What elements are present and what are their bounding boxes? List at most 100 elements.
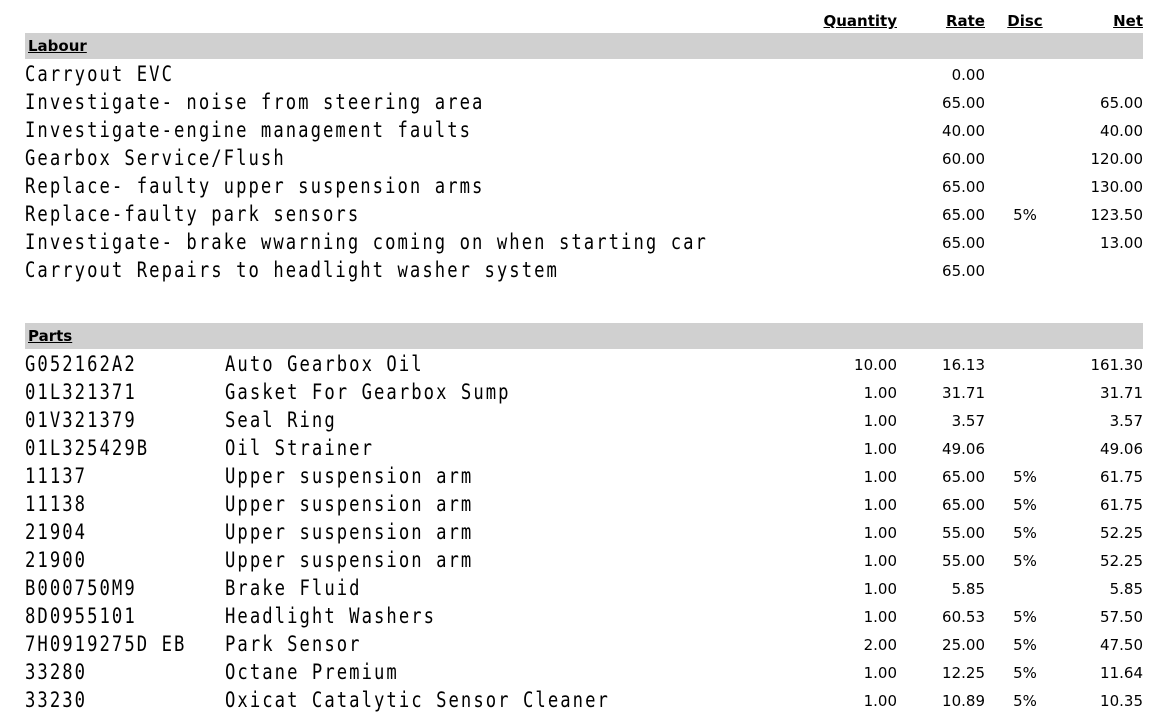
description-cell: 01L321371 Gasket For Gearbox Sump: [25, 379, 770, 406]
item-description: Carryout Repairs to headlight washer sys…: [25, 258, 559, 282]
table-row: Carryout Repairs to headlight washer sys…: [25, 257, 1143, 285]
disc-cell: 5%: [1013, 524, 1037, 542]
disc-cell: [985, 61, 1065, 67]
item-description: Park Sensor: [225, 632, 362, 656]
quantity-cell: [770, 61, 897, 67]
disc-cell: 5%: [1013, 664, 1037, 682]
net-cell: 120.00: [1090, 150, 1144, 168]
table-row: Gearbox Service/Flush 60.00 120.00: [25, 145, 1143, 173]
quantity-cell: [770, 89, 897, 95]
disc-cell: 5%: [1013, 496, 1037, 514]
rate-cell: 31.71: [942, 384, 985, 402]
description-cell: Investigate- brake wwarning coming on wh…: [25, 229, 770, 256]
quantity-cell: 1.00: [863, 496, 897, 514]
table-row: 01L321371 Gasket For Gearbox Sump 1.00 31.7…: [25, 379, 1143, 407]
quantity-cell: 1.00: [863, 440, 897, 458]
table-row: 01V321379 Seal Ring 1.00 3.57 3.57: [25, 407, 1143, 435]
quantity-cell: 1.00: [863, 412, 897, 430]
rate-cell: 60.53: [942, 608, 985, 626]
description-cell: B000750M9 Brake Fluid: [25, 575, 770, 602]
rate-cell: 65.00: [942, 178, 985, 196]
disc-cell: [985, 173, 1065, 179]
table-row: 21904 Upper suspension arm 1.00 55.00 5% 52.2…: [25, 519, 1143, 547]
net-cell: 161.30: [1090, 356, 1144, 374]
rate-column-label: Rate: [945, 12, 985, 30]
quantity-cell: 1.00: [863, 552, 897, 570]
table-row: G052162A2 Auto Gearbox Oil 10.00 16.13 161.3…: [25, 351, 1143, 379]
table-row: 33230 Oxicat Catalytic Sensor Cleaner 1.00…: [25, 687, 1143, 715]
description-cell: 01L325429B Oil Strainer: [25, 435, 770, 462]
net-cell: 52.25: [1100, 552, 1143, 570]
table-row: Investigate- brake wwarning coming on wh…: [25, 229, 1143, 257]
part-number: 8D0955101: [25, 604, 137, 628]
quantity-column-label: Quantity: [823, 12, 898, 30]
table-row: 01L325429B Oil Strainer 1.00 49.06 49.06: [25, 435, 1143, 463]
table-row: 8D0955101 Headlight Washers 1.00 60.53 5% 57.…: [25, 603, 1143, 631]
table-row: Replace-faulty park sensors 65.00 5% 123.50: [25, 201, 1143, 229]
table-row: B000750M9 Brake Fluid 1.00 5.85 5.85: [25, 575, 1143, 603]
table-row: 7H0919275D EB Park Sensor 2.00 25.00 5% 47.50: [25, 631, 1143, 659]
net-cell: 57.50: [1100, 608, 1143, 626]
item-description: Auto Gearbox Oil: [225, 352, 424, 376]
quantity-cell: 2.00: [863, 636, 897, 654]
disc-cell: 5%: [1013, 692, 1037, 710]
net-cell: 123.50: [1090, 206, 1144, 224]
disc-cell: 5%: [1013, 636, 1037, 654]
table-row: 33280 Octane Premium 1.00 12.25 5% 11.64: [25, 659, 1143, 687]
rate-cell: 16.13: [942, 356, 985, 374]
description-cell: 7H0919275D EB Park Sensor: [25, 631, 770, 658]
table-row: Investigate- noise from steering area 65.…: [25, 89, 1143, 117]
quantity-cell: 1.00: [863, 664, 897, 682]
part-number: 33280: [25, 660, 88, 684]
item-description: Investigate-engine management faults: [25, 118, 473, 142]
net-cell: 10.35: [1100, 692, 1143, 710]
rate-cell: 65.00: [942, 468, 985, 486]
net-cell: 3.57: [1109, 412, 1143, 430]
part-number: 11138: [25, 492, 88, 516]
disc-cell: [985, 229, 1065, 235]
rate-cell: 49.06: [942, 440, 985, 458]
description-cell: 33280 Octane Premium: [25, 659, 770, 686]
net-cell: 5.85: [1109, 580, 1143, 598]
part-number: 01L321371: [25, 380, 137, 404]
rate-cell: 55.00: [942, 552, 985, 570]
table-row: 21900 Upper suspension arm 1.00 55.00 5% 52.2…: [25, 547, 1143, 575]
disc-cell: 5%: [1013, 608, 1037, 626]
rate-cell: 10.89: [942, 692, 985, 710]
net-cell: 61.75: [1100, 468, 1143, 486]
item-description: Oxicat Catalytic Sensor Cleaner: [225, 688, 610, 712]
part-number: 01V321379: [25, 408, 137, 432]
description-cell: Carryout EVC: [25, 61, 770, 88]
description-cell: Replace-faulty park sensors: [25, 201, 770, 228]
rate-cell: 40.00: [942, 122, 985, 140]
table-header-row: Quantity Rate Disc Net: [25, 6, 1144, 30]
section-title: Labour: [28, 37, 87, 55]
rate-column-header: Rate: [897, 11, 985, 30]
item-description: Upper suspension arm: [225, 520, 474, 544]
part-number: 01L325429B: [25, 436, 150, 460]
invoice-section: Parts G052162A2 Auto Gearbox Oil 10.00 16.13…: [25, 323, 1143, 715]
disc-cell: [985, 435, 1065, 441]
description-cell: 11138 Upper suspension arm: [25, 491, 770, 518]
disc-cell: 5%: [1013, 468, 1037, 486]
description-cell: 21904 Upper suspension arm: [25, 519, 770, 546]
description-cell: Investigate- noise from steering area: [25, 89, 770, 116]
part-number: 7H0919275D EB: [25, 632, 187, 656]
table-row: Investigate-engine management faults 40.0…: [25, 117, 1143, 145]
quantity-cell: 1.00: [863, 524, 897, 542]
part-number: B000750M9: [25, 576, 137, 600]
part-number: 33230: [25, 688, 88, 712]
description-cell: 33230 Oxicat Catalytic Sensor Cleaner: [25, 687, 770, 714]
item-description: Investigate- brake wwarning coming on wh…: [25, 230, 708, 254]
description-cell: 21900 Upper suspension arm: [25, 547, 770, 574]
rate-cell: 12.25: [942, 664, 985, 682]
net-cell: 40.00: [1100, 122, 1143, 140]
table-row: 11138 Upper suspension arm 1.00 65.00 5% 61.7…: [25, 491, 1143, 519]
disc-cell: [985, 407, 1065, 413]
disc-cell: [985, 351, 1065, 357]
net-cell: 65.00: [1100, 94, 1143, 112]
disc-cell: [985, 575, 1065, 581]
item-description: Replace- faulty upper suspension arms: [25, 174, 485, 198]
item-description: Octane Premium: [225, 660, 399, 684]
